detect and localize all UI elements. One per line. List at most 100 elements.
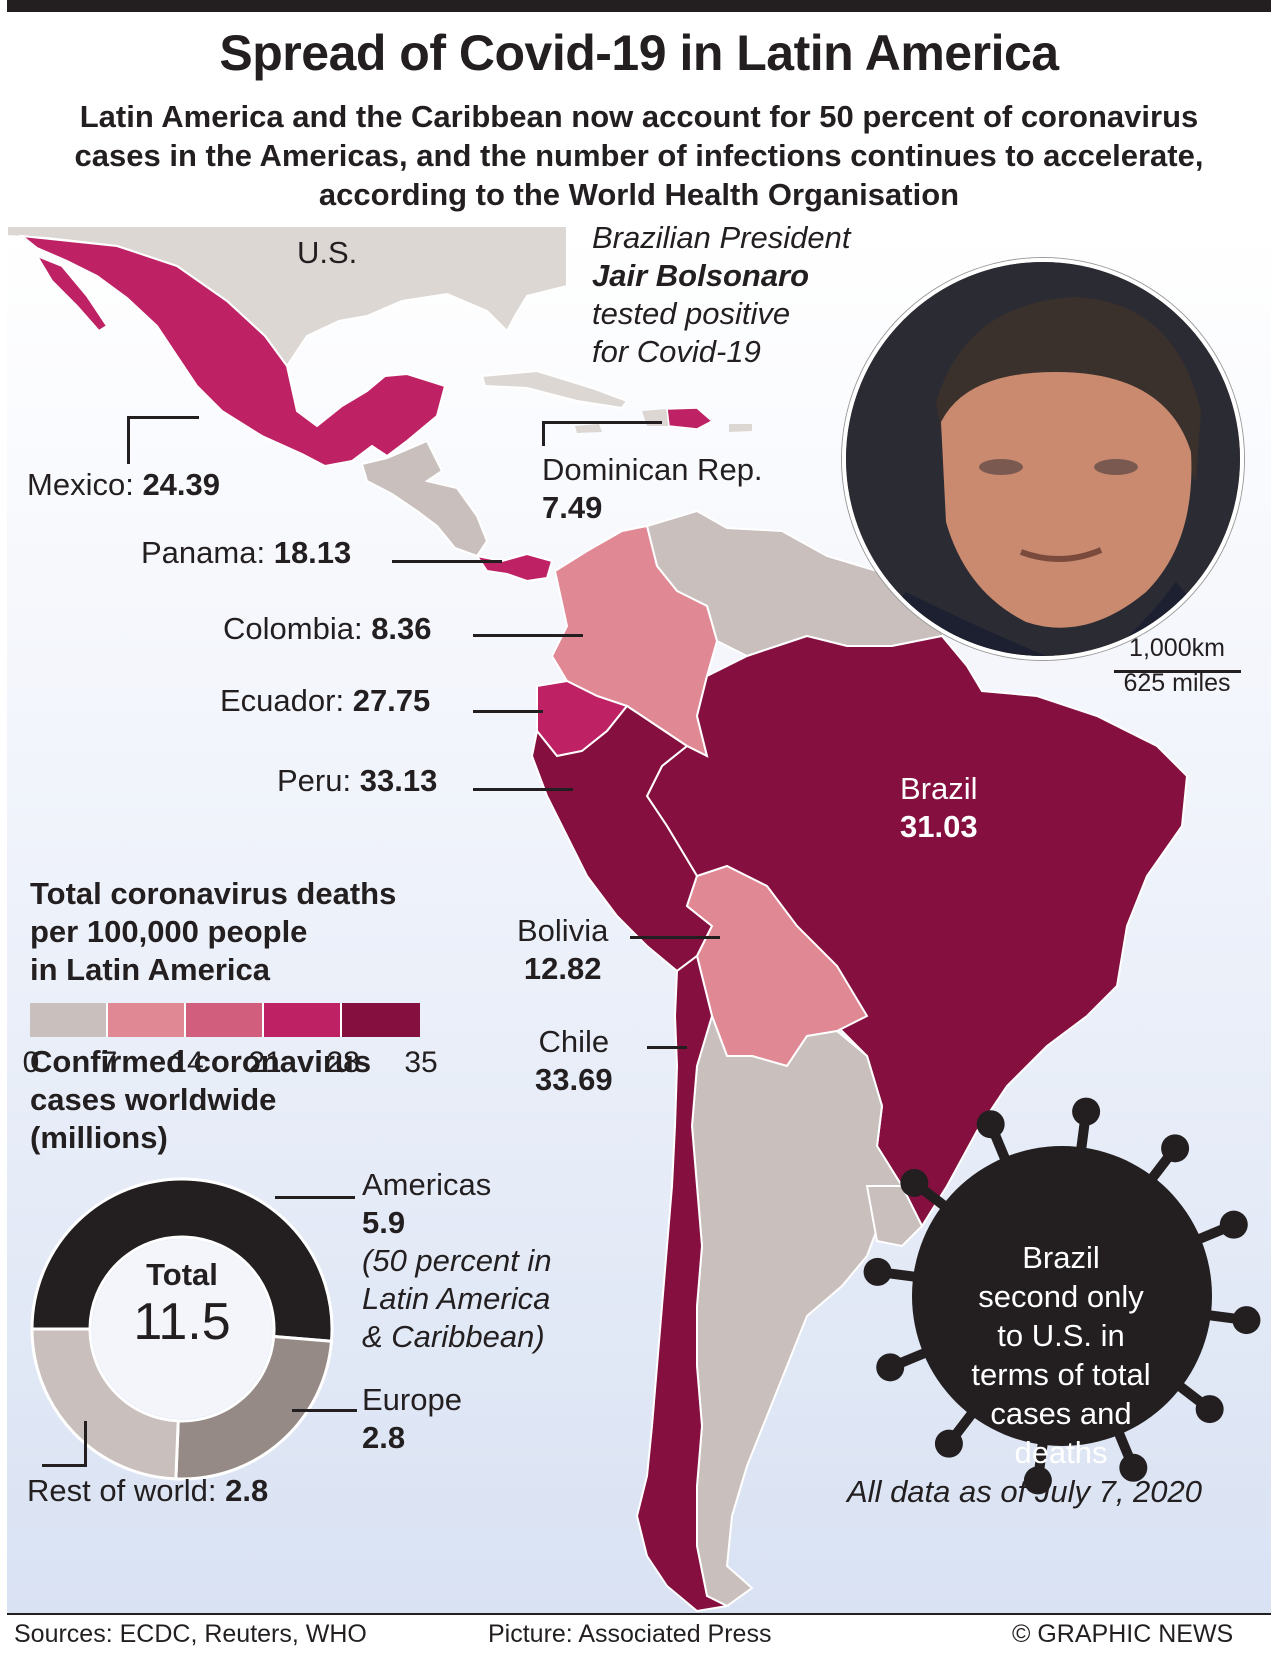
legend-tick-0: 0 (22, 1046, 40, 1079)
virus-spike (949, 1404, 981, 1441)
virus-spike-tip (863, 1257, 892, 1286)
virus-spike (1143, 1151, 1175, 1188)
donut-total-value: 11.5 (133, 1293, 231, 1351)
chile-shape (635, 954, 731, 1613)
central-america-shape (360, 439, 489, 558)
portrait-illustration (846, 262, 1240, 656)
country-label-mexico: Mexico: 24.39 (27, 467, 221, 502)
dominican-rep-shape (666, 407, 714, 430)
virus-note: Brazil second only to U.S. in terms of t… (971, 1240, 1151, 1470)
donut-slice-rest-of-world (30, 1327, 180, 1481)
virus-spike (1200, 1309, 1240, 1325)
photo-caption: Brazilian President Jair Bolsonaro teste… (592, 226, 850, 371)
country-label-dominican-rep: Dominican Rep. 7.49 (542, 452, 763, 525)
legend-title: Total coronavirus deaths per 100,000 peo… (30, 876, 397, 987)
virus-spike-tip (1195, 1395, 1224, 1424)
americas-label: Americas 5.9 (50 percent in Latin Americ… (362, 1167, 552, 1354)
virus-spike-tip (1119, 1453, 1148, 1482)
baja-shape (34, 253, 109, 333)
photo-caption-line3: tested positive (592, 296, 791, 331)
footer-sources: Sources: ECDC, Reuters, WHO (14, 1620, 367, 1648)
country-label-colombia: Colombia: 8.36 (223, 611, 432, 646)
cuba-shape (480, 369, 629, 410)
as-of-note: All data as of July 7, 2020 (847, 1474, 1203, 1509)
virus-spike-tip (1232, 1306, 1261, 1335)
leader-panama (392, 560, 502, 563)
virus-spike (917, 1183, 954, 1215)
leader-bolivia (630, 936, 720, 939)
virus-spike (1111, 1423, 1135, 1463)
virus-spike (884, 1267, 924, 1283)
virus-spike-tip (876, 1353, 905, 1382)
mexico-shape (18, 234, 447, 468)
leader-americas (275, 1196, 355, 1199)
latin-america-map (7, 226, 1261, 1613)
virus-spike (1170, 1377, 1207, 1409)
panama-shape (474, 552, 554, 583)
leader-chile (647, 1046, 687, 1049)
legend-color-scale (30, 1003, 420, 1037)
country-label-bolivia: Bolivia 12.82 (517, 913, 609, 986)
leader-rest-h (42, 1464, 87, 1467)
donut-slice-americas (30, 1177, 334, 1343)
bottom-rule (7, 1613, 1271, 1615)
legend-tick-14: 14 (170, 1046, 204, 1079)
footer-picture: Picture: Associated Press (488, 1620, 772, 1648)
virus-spike (1189, 1223, 1229, 1247)
jamaica-shape (575, 424, 602, 433)
country-label-panama: Panama: 18.13 (141, 535, 352, 570)
country-label-peru: Peru: 33.13 (277, 763, 438, 798)
puerto-rico-shape (729, 424, 752, 432)
legend-swatch-28-35 (342, 1003, 420, 1037)
country-label-brazil: Brazil 31.03 (900, 771, 978, 844)
virus-spike-tip (1072, 1097, 1101, 1126)
donut-hole (92, 1239, 272, 1419)
virus-spike (1075, 1118, 1091, 1158)
donut-slice-europe (174, 1334, 334, 1481)
virus-icon (863, 1097, 1261, 1495)
donut-total-label: Total (146, 1257, 218, 1292)
uruguay-shape (865, 1185, 924, 1248)
leader-rest-v (84, 1421, 87, 1466)
cases-title: Confirmed coronavirus cases worldwide (m… (30, 1044, 372, 1155)
virus-spike (1033, 1434, 1049, 1474)
scale-miles: 625 miles (1123, 669, 1231, 697)
argentina-paraguay-shape (690, 1012, 904, 1608)
leader-dominican-h (542, 421, 662, 424)
rest-of-world-label: Rest of world: 2.8 (27, 1473, 269, 1508)
virus-spike-tip (934, 1429, 963, 1458)
photo-caption-line4: for Covid-19 (592, 334, 761, 369)
leader-ecuador (473, 710, 543, 713)
leader-europe (292, 1409, 357, 1412)
legend-tick-28: 28 (326, 1046, 360, 1079)
bolsonaro-photo (842, 258, 1244, 660)
country-label-ecuador: Ecuador: 27.75 (220, 683, 431, 718)
legend-tick-7: 7 (100, 1046, 118, 1079)
leader-mexico-h (127, 416, 199, 419)
virus-spike-tip (976, 1110, 1005, 1139)
legend-swatch-0-7 (30, 1003, 108, 1037)
leader-mexico-v (127, 416, 130, 464)
virus-spike-tip (1023, 1466, 1052, 1495)
footer-credit: © GRAPHIC NEWS (1012, 1620, 1234, 1648)
legend-tick-35: 35 (404, 1046, 438, 1079)
virus-spike-tip (900, 1168, 929, 1197)
leader-peru (473, 788, 573, 791)
leader-colombia (473, 634, 583, 637)
photo-caption-name: Jair Bolsonaro (592, 258, 810, 293)
page-title: Spread of Covid-19 in Latin America (219, 25, 1059, 81)
scale-km: 1,000km (1129, 634, 1225, 662)
us-label: U.S. (297, 235, 358, 270)
virus-spike (989, 1129, 1013, 1169)
virus-spike (895, 1345, 935, 1369)
top-rule (7, 0, 1271, 12)
cases-donut-chart (30, 1177, 334, 1481)
legend-tick-21: 21 (248, 1046, 282, 1079)
virus-spike-tip (1219, 1210, 1248, 1239)
legend-swatch-14-21 (186, 1003, 264, 1037)
europe-label: Europe 2.8 (362, 1382, 462, 1455)
leader-dominican-v (542, 421, 545, 446)
legend-swatch-21-28 (264, 1003, 342, 1037)
scale-legend: 1,000km 625 miles (1117, 634, 1237, 698)
virus-spike-tip (1161, 1134, 1190, 1163)
